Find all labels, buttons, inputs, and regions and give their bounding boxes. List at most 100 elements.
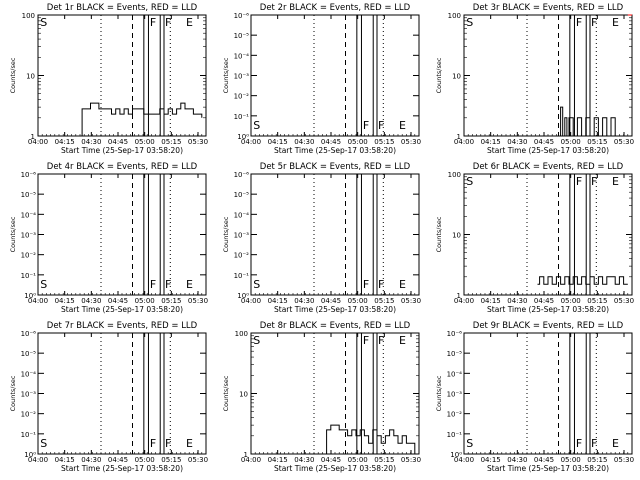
x-tick-label: 04:30 bbox=[507, 297, 527, 305]
marker-letter: E bbox=[186, 278, 193, 291]
x-tick-label: 04:30 bbox=[81, 297, 101, 305]
chart-panel: Det 9r BLACK = Events, RED = LLD 04:00 04:… bbox=[435, 321, 634, 473]
x-tick-label: 04:45 bbox=[534, 138, 554, 146]
x-tick-label: 05:00 bbox=[561, 138, 581, 146]
x-tick-label: 04:15 bbox=[55, 456, 75, 464]
x-tick-label: 04:30 bbox=[81, 138, 101, 146]
x-tick-label: 05:15 bbox=[587, 456, 607, 464]
x-tick-label: 04:00 bbox=[241, 297, 261, 305]
x-axis-label: Start Time (25-Sep-17 03:58:20) bbox=[274, 146, 396, 155]
x-tick-label: 05:15 bbox=[161, 456, 181, 464]
x-tick-label: 05:30 bbox=[188, 297, 208, 305]
y-axis-label: Counts/sec bbox=[222, 57, 230, 93]
chart-title: Det 1r BLACK = Events, RED = LLD bbox=[47, 3, 198, 13]
y-tick-label: 10⁻⁵ bbox=[21, 350, 37, 358]
y-tick-label: 10⁻² bbox=[21, 411, 37, 419]
series-line bbox=[558, 106, 616, 137]
x-tick-label: 04:30 bbox=[507, 138, 527, 146]
marker-letter: S bbox=[466, 16, 473, 29]
y-axis-label: Counts/sec bbox=[222, 216, 230, 252]
marker-letter: F bbox=[165, 278, 171, 291]
y-tick-label: 10⁰ bbox=[237, 292, 249, 300]
marker-letter: S bbox=[40, 16, 47, 29]
marker-letter: F bbox=[591, 175, 597, 188]
y-tick-label: 10⁻⁶ bbox=[234, 171, 250, 179]
chart-title: Det 3r BLACK = Events, RED = LLD bbox=[473, 3, 624, 13]
marker-letter: F bbox=[591, 437, 597, 450]
y-tick-label: 10⁻⁶ bbox=[447, 330, 463, 338]
chart-title: Det 7r BLACK = Events, RED = LLD bbox=[47, 321, 198, 331]
x-axis-label: Start Time (25-Sep-17 03:58:20) bbox=[61, 464, 183, 473]
chart-panel: Det 3r BLACK = Events, RED = LLD 04:00 04:… bbox=[435, 3, 634, 155]
y-tick-label: 1 bbox=[457, 292, 461, 300]
series-line bbox=[324, 424, 416, 455]
marker-letter: F bbox=[363, 119, 369, 132]
x-tick-label: 04:45 bbox=[108, 456, 128, 464]
y-axis-label: Counts/sec bbox=[435, 375, 443, 411]
marker-letter: S bbox=[466, 175, 473, 188]
chart-panel: Det 2r BLACK = Events, RED = LLD 04:00 04:… bbox=[222, 3, 421, 155]
plot-frame bbox=[37, 332, 207, 455]
marker-letter: F bbox=[150, 278, 156, 291]
y-axis-label: Counts/sec bbox=[9, 216, 17, 252]
x-tick-label: 05:30 bbox=[401, 456, 421, 464]
x-tick-label: 04:45 bbox=[108, 138, 128, 146]
y-tick-label: 1 bbox=[31, 133, 35, 141]
x-tick-label: 05:15 bbox=[161, 138, 181, 146]
y-tick-label: 10⁻⁵ bbox=[234, 32, 250, 40]
x-tick-label: 04:00 bbox=[241, 456, 261, 464]
chart-title: Det 6r BLACK = Events, RED = LLD bbox=[473, 162, 624, 172]
marker-letter: F bbox=[165, 437, 171, 450]
x-tick-label: 04:00 bbox=[454, 456, 474, 464]
marker-letter: E bbox=[399, 334, 406, 347]
x-tick-label: 05:30 bbox=[614, 297, 634, 305]
y-tick-label: 10⁰ bbox=[450, 451, 462, 459]
y-tick-label: 10⁻¹ bbox=[21, 272, 37, 280]
x-tick-label: 04:15 bbox=[55, 138, 75, 146]
x-tick-label: 05:00 bbox=[348, 297, 368, 305]
y-tick-label: 10⁻³ bbox=[21, 391, 37, 399]
marker-letter: S bbox=[253, 119, 260, 132]
x-tick-label: 04:45 bbox=[321, 138, 341, 146]
plot-frame bbox=[463, 332, 633, 455]
y-tick-label: 10 bbox=[239, 391, 248, 399]
x-tick-label: 05:00 bbox=[561, 297, 581, 305]
chart-title: Det 4r BLACK = Events, RED = LLD bbox=[47, 162, 198, 172]
y-tick-label: 10⁻³ bbox=[234, 232, 250, 240]
x-tick-label: 04:30 bbox=[507, 456, 527, 464]
x-tick-label: 04:15 bbox=[55, 297, 75, 305]
marker-letter: F bbox=[363, 278, 369, 291]
marker-letter: F bbox=[591, 16, 597, 29]
x-axis-label: Start Time (25-Sep-17 03:58:20) bbox=[487, 305, 609, 314]
y-tick-label: 10 bbox=[452, 73, 461, 81]
y-tick-label: 10⁰ bbox=[24, 292, 36, 300]
x-tick-label: 04:15 bbox=[268, 456, 288, 464]
plot-frame bbox=[250, 14, 420, 137]
x-tick-label: 05:15 bbox=[587, 138, 607, 146]
x-tick-label: 04:15 bbox=[481, 297, 501, 305]
marker-letter: E bbox=[612, 175, 619, 188]
x-tick-label: 04:15 bbox=[481, 456, 501, 464]
x-tick-label: 04:00 bbox=[28, 297, 48, 305]
y-tick-label: 10⁻⁴ bbox=[21, 370, 37, 378]
y-tick-label: 10⁻⁵ bbox=[234, 191, 250, 199]
marker-letter: S bbox=[466, 437, 473, 450]
y-tick-label: 10 bbox=[26, 73, 35, 81]
x-tick-label: 05:30 bbox=[401, 138, 421, 146]
marker-letter: F bbox=[378, 334, 384, 347]
x-tick-label: 04:45 bbox=[321, 456, 341, 464]
chart-title: Det 2r BLACK = Events, RED = LLD bbox=[260, 3, 411, 13]
chart-panel: Det 4r BLACK = Events, RED = LLD 04:00 04:… bbox=[9, 162, 208, 314]
marker-letter: S bbox=[253, 334, 260, 347]
plot-frame bbox=[250, 173, 420, 296]
x-tick-label: 05:30 bbox=[188, 138, 208, 146]
x-tick-label: 05:15 bbox=[587, 297, 607, 305]
x-tick-label: 05:00 bbox=[348, 456, 368, 464]
x-tick-label: 04:15 bbox=[481, 138, 501, 146]
y-tick-label: 10⁻³ bbox=[234, 73, 250, 81]
y-tick-label: 10⁰ bbox=[237, 133, 249, 141]
y-tick-label: 100 bbox=[235, 330, 248, 338]
x-tick-label: 04:45 bbox=[321, 297, 341, 305]
y-tick-label: 10⁻⁵ bbox=[447, 350, 463, 358]
